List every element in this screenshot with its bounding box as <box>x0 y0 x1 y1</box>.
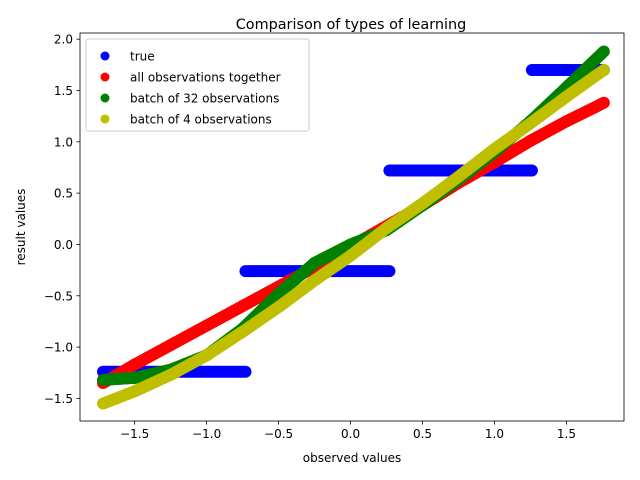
x-tick-label: 0.0 <box>341 427 360 441</box>
series-layer <box>97 45 610 410</box>
x-axis-title: observed values <box>303 451 401 465</box>
plot-frame <box>79 32 625 422</box>
legend-label: true <box>130 50 155 64</box>
y-tick-label: 2.0 <box>54 33 73 47</box>
y-tick-label: −1.5 <box>44 392 73 406</box>
x-tick-label: −0.5 <box>264 427 293 441</box>
legend-label: batch of 4 observations <box>130 113 272 127</box>
x-tick-label: −1.5 <box>120 427 149 441</box>
data-point <box>597 45 610 58</box>
data-point <box>239 365 252 378</box>
legend-marker <box>100 72 110 82</box>
data-point <box>525 164 538 177</box>
y-tick-label: 1.5 <box>54 84 73 98</box>
chart-title: Comparison of types of learning <box>236 17 467 33</box>
y-tick-label: 0.0 <box>54 238 73 252</box>
x-axis: −1.5 −1.0 −0.5 0.0 0.5 1.0 1.5 <box>120 421 576 441</box>
x-tick-label: 1.0 <box>485 427 504 441</box>
legend-marker <box>100 114 110 124</box>
legend-label: batch of 32 observations <box>130 92 279 106</box>
y-tick-label: 1.0 <box>54 135 73 149</box>
y-tick-label: −0.5 <box>44 289 73 303</box>
data-point <box>597 63 610 76</box>
legend-marker <box>100 93 110 103</box>
legend: true all observations together batch of 32… <box>85 38 310 132</box>
data-point <box>383 265 396 278</box>
y-axis: −1.5 −1.0 −0.5 0.0 0.5 1.0 1.5 2.0 <box>44 33 80 406</box>
y-tick-label: 0.5 <box>54 187 73 201</box>
legend-label: all observations together <box>130 71 281 85</box>
y-axis-title: result values <box>14 189 28 266</box>
x-tick-label: 0.5 <box>413 427 432 441</box>
series-batch-of-4-observations <box>97 63 610 410</box>
x-tick-label: −1.0 <box>192 427 221 441</box>
y-tick-label: −1.0 <box>44 341 73 355</box>
x-tick-label: 1.5 <box>557 427 576 441</box>
legend-box <box>85 38 310 132</box>
data-point <box>597 96 610 109</box>
legend-marker <box>100 51 110 61</box>
